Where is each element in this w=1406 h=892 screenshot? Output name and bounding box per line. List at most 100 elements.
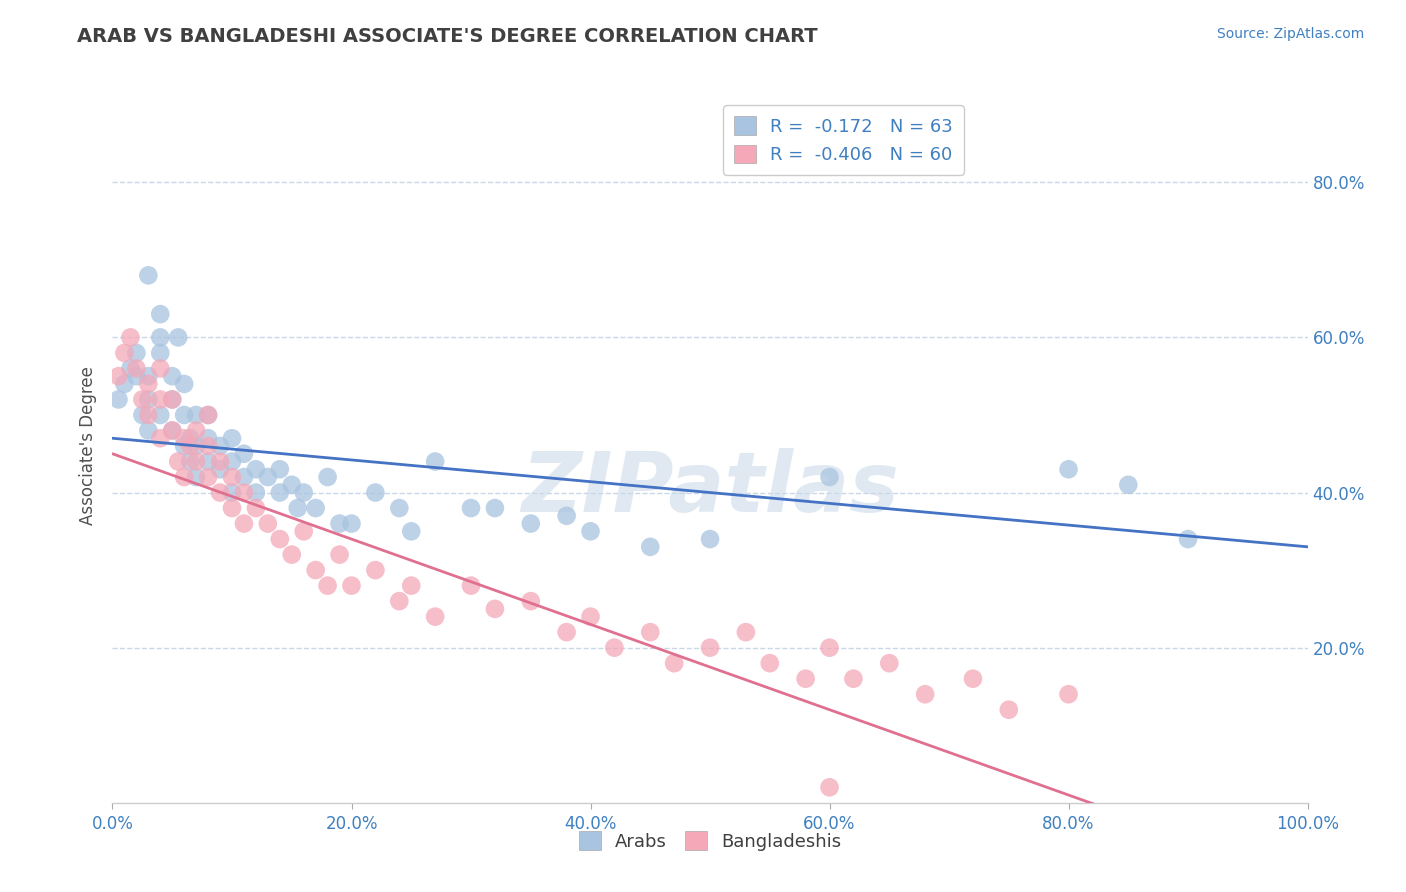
Point: [292, 485, 315, 500]
Point: [664, 656, 686, 670]
Text: ARAB VS BANGLADESHI ASSOCIATE'S DEGREE CORRELATION CHART: ARAB VS BANGLADESHI ASSOCIATE'S DEGREE C…: [77, 27, 818, 45]
Point: [197, 408, 219, 422]
Point: [555, 508, 578, 523]
Point: [186, 454, 208, 468]
Point: [233, 485, 256, 500]
Point: [603, 640, 626, 655]
Point: [914, 687, 936, 701]
Point: [221, 501, 243, 516]
Point: [221, 454, 243, 468]
Point: [107, 392, 129, 407]
Point: [305, 501, 328, 516]
Point: [305, 563, 328, 577]
Point: [1057, 462, 1080, 476]
Point: [131, 392, 153, 407]
Point: [233, 470, 256, 484]
Point: [269, 462, 291, 476]
Point: [173, 431, 195, 445]
Point: [173, 376, 195, 391]
Point: [149, 431, 172, 445]
Point: [579, 524, 602, 539]
Point: [114, 346, 135, 360]
Point: [197, 439, 219, 453]
Point: [209, 485, 232, 500]
Y-axis label: Associate's Degree: Associate's Degree: [79, 367, 97, 525]
Point: [186, 439, 208, 453]
Point: [759, 656, 782, 670]
Point: [162, 392, 183, 407]
Point: [138, 369, 160, 384]
Point: [138, 408, 160, 422]
Point: [125, 361, 148, 376]
Point: [1177, 532, 1199, 546]
Point: [138, 268, 160, 283]
Point: [281, 477, 304, 491]
Point: [520, 516, 543, 531]
Point: [131, 408, 153, 422]
Point: [460, 579, 482, 593]
Point: [209, 462, 232, 476]
Point: [484, 602, 506, 616]
Point: [640, 625, 662, 640]
Point: [962, 672, 984, 686]
Point: [149, 307, 172, 321]
Point: [364, 485, 387, 500]
Point: [186, 408, 208, 422]
Point: [173, 408, 195, 422]
Point: [138, 424, 160, 438]
Point: [186, 424, 208, 438]
Point: [329, 516, 352, 531]
Point: [699, 640, 721, 655]
Point: [221, 470, 243, 484]
Text: ZIPatlas: ZIPatlas: [522, 449, 898, 529]
Point: [167, 330, 190, 344]
Point: [1057, 687, 1080, 701]
Point: [197, 408, 219, 422]
Point: [818, 780, 841, 795]
Point: [138, 376, 160, 391]
Point: [245, 501, 267, 516]
Point: [149, 408, 172, 422]
Point: [329, 548, 352, 562]
Point: [138, 392, 160, 407]
Legend: Arabs, Bangladeshis: Arabs, Bangladeshis: [572, 824, 848, 858]
Point: [125, 346, 148, 360]
Point: [287, 501, 309, 516]
Point: [1118, 477, 1140, 491]
Point: [425, 454, 447, 468]
Point: [149, 346, 172, 360]
Point: [401, 579, 423, 593]
Point: [209, 439, 232, 453]
Point: [484, 501, 506, 516]
Point: [197, 454, 219, 468]
Point: [221, 431, 243, 445]
Point: [245, 462, 267, 476]
Point: [162, 424, 183, 438]
Point: [197, 431, 219, 445]
Point: [120, 361, 142, 376]
Point: [998, 703, 1021, 717]
Point: [167, 454, 190, 468]
Point: [794, 672, 817, 686]
Point: [173, 439, 195, 453]
Point: [149, 330, 172, 344]
Point: [120, 330, 142, 344]
Point: [818, 640, 841, 655]
Point: [281, 548, 304, 562]
Point: [233, 516, 256, 531]
Point: [221, 485, 243, 500]
Point: [107, 369, 129, 384]
Point: [162, 424, 183, 438]
Point: [233, 447, 256, 461]
Point: [340, 579, 363, 593]
Point: [316, 579, 339, 593]
Point: [179, 439, 201, 453]
Point: [340, 516, 363, 531]
Point: [818, 470, 841, 484]
Point: [579, 609, 602, 624]
Point: [388, 594, 411, 608]
Point: [879, 656, 901, 670]
Point: [114, 376, 135, 391]
Point: [149, 361, 172, 376]
Point: [162, 392, 183, 407]
